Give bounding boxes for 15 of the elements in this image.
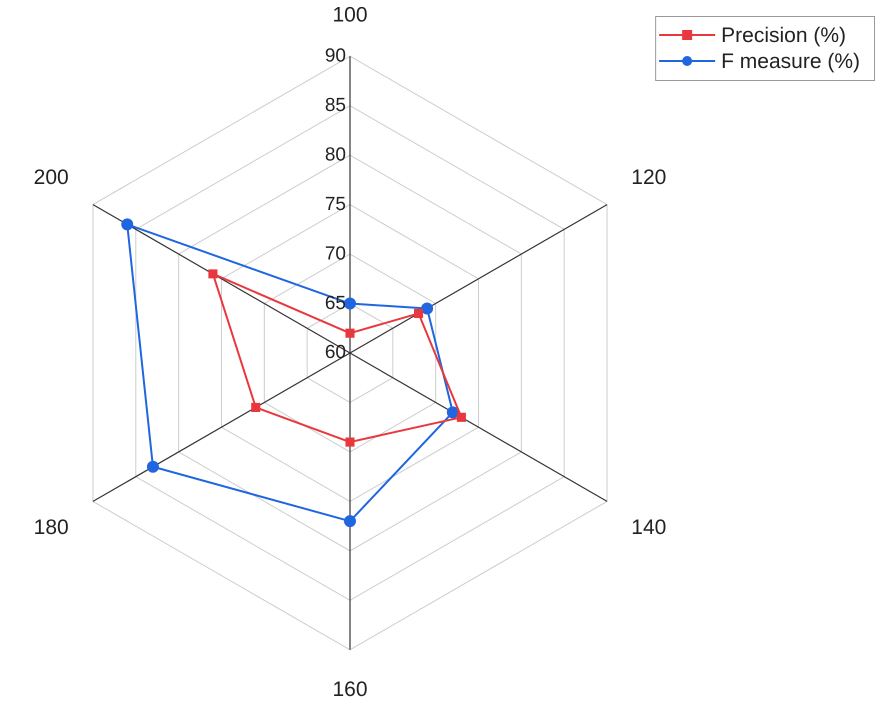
y-tick-label: 90 <box>324 45 346 66</box>
y-tick-label: 85 <box>324 94 346 116</box>
spoke-label: 160 <box>332 678 368 702</box>
spoke-label: 180 <box>34 516 69 539</box>
spoke-label: 100 <box>332 3 368 26</box>
y-tick-label: 75 <box>324 194 346 215</box>
spoke-label: 120 <box>631 166 666 189</box>
y-tick-label: 60 <box>324 342 346 364</box>
legend-label: Precision (%) <box>721 24 846 47</box>
spoke-label: 200 <box>34 166 69 189</box>
y-tick-label: 65 <box>324 292 346 314</box>
legend-label: F measure (%) <box>721 50 860 73</box>
y-tick-label: 70 <box>324 243 346 264</box>
y-tick-label: 80 <box>324 144 346 166</box>
spoke-label: 140 <box>631 516 666 539</box>
